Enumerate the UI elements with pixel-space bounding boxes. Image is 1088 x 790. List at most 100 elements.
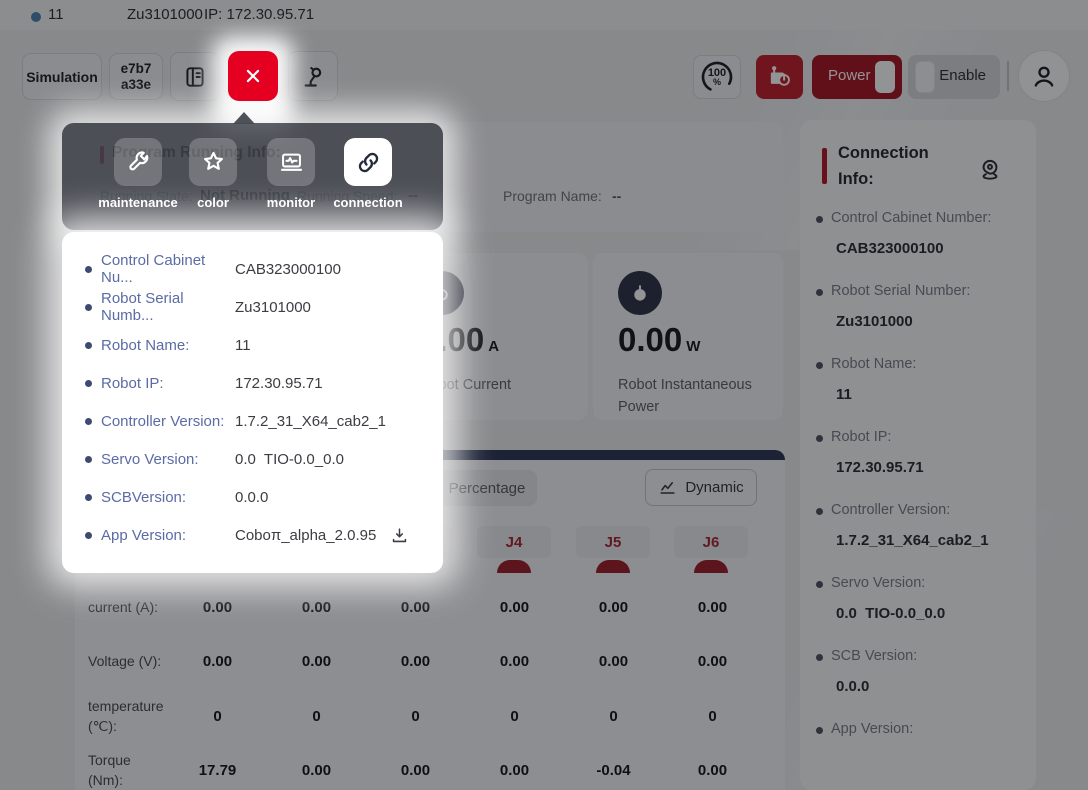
popup-row-servo: Servo Version: 0.0 TIO-0.0_0.0 (85, 440, 443, 478)
section-accent-bar (822, 148, 827, 184)
popup-scb-value: 0.0.0 (235, 488, 269, 506)
panel-name-value: 11 (836, 386, 852, 403)
cell-torque-j4: 0.00 (499, 761, 530, 779)
cell-temp-j4: 0 (510, 707, 519, 725)
list-item: Controller Version: 1.7.2_31_X64_cab2_1 (816, 502, 1028, 549)
row-label-current: current (A): (88, 598, 159, 615)
simulation-button[interactable]: Simulation (22, 53, 102, 100)
table-row-voltage: Voltage (V): 0.00 0.00 0.00 0.00 0.00 0.… (88, 644, 762, 678)
robot-power-button[interactable] (756, 55, 803, 99)
panel-ip-value: 172.30.95.71 (836, 459, 924, 476)
popup-row-serial: Robot Serial Numb... Zu3101000 (85, 288, 443, 326)
panel-name-label: Robot Name: (831, 356, 917, 372)
popup-servo-label: Servo Version: (101, 450, 199, 468)
robot-ip: IP: 172.30.95.71 (204, 6, 315, 23)
bullet-icon (816, 289, 823, 296)
cell-current-j5: 0.00 (598, 598, 629, 616)
download-app-button[interactable] (390, 526, 409, 545)
panel-scb-value: 0.0.0 (836, 678, 870, 695)
bullet-icon (85, 341, 92, 349)
robot-power-card: 0.00 W Robot Instantaneous Power (593, 253, 783, 420)
list-item: Robot Name: 11 (816, 356, 1028, 403)
joint-header-j5: J5 (576, 526, 650, 558)
popup-row-cabinet: Control Cabinet Nu... CAB323000100 (85, 250, 443, 288)
line-chart-icon (660, 481, 675, 494)
enable-toggle-label: Enable (939, 67, 986, 84)
cell-temp-j3: 0 (411, 707, 420, 725)
cell-temp-j1: 0 (213, 707, 222, 725)
power-toggle-knob[interactable] (875, 61, 895, 93)
bullet-icon (85, 265, 92, 273)
speed-gauge-button[interactable]: 100 % (693, 55, 741, 99)
bullet-icon (85, 303, 92, 311)
cell-temp-j2: 0 (312, 707, 321, 725)
panel-cabinet-value: CAB323000100 (836, 240, 944, 257)
cell-current-j1: 0.00 (202, 598, 233, 616)
panel-servo-label: Servo Version: (831, 575, 926, 591)
cell-voltage-j2: 0.00 (301, 652, 332, 670)
menu-label-color: color (197, 195, 229, 210)
session-id-line1: e7b7 (120, 60, 152, 76)
download-icon (392, 527, 407, 542)
enable-toggle[interactable]: Enable (908, 55, 1000, 99)
menu-item-maintenance[interactable]: maintenance (98, 138, 178, 210)
bullet-icon (816, 435, 823, 442)
list-item: Robot IP: 172.30.95.71 (816, 429, 1028, 476)
session-id-button[interactable]: e7b7 a33e (109, 53, 163, 100)
popup-serial-label: Robot Serial Numb... (101, 290, 184, 324)
popup-name-label: Robot Name: (101, 336, 190, 354)
popup-row-scb: SCBVersion: 0.0.0 (85, 478, 443, 516)
cell-voltage-j1: 0.00 (202, 652, 233, 670)
connection-panel-list: Control Cabinet Number: CAB323000100 Robo… (816, 210, 1028, 763)
link-icon (344, 138, 392, 186)
power-unit: W (686, 338, 701, 355)
bullet-icon (816, 216, 823, 223)
cell-voltage-j6: 0.00 (697, 652, 728, 670)
robot-power-icon (770, 66, 790, 86)
connection-info-popup: Control Cabinet Nu... CAB323000100 Robot … (62, 232, 443, 573)
table-row-torque: Torque (Nm): 17.79 0.00 0.00 0.00 -0.04 … (88, 744, 762, 790)
row-label-voltage: Voltage (V): (88, 652, 162, 669)
popup-ip-label: Robot IP: (101, 374, 164, 392)
cell-current-j3: 0.00 (400, 598, 431, 616)
robot-arm-button[interactable] (288, 51, 338, 101)
row-label-torque: Torque (Nm): (88, 751, 131, 788)
menu-item-monitor[interactable]: monitor (253, 138, 329, 210)
cell-torque-j6: 0.00 (697, 761, 728, 779)
dynamic-button[interactable]: Dynamic (645, 469, 757, 506)
menu-item-connection[interactable]: connection (330, 138, 406, 210)
cell-torque-j5: -0.04 (596, 761, 631, 779)
table-row-current: current (A): 0.00 0.00 0.00 0.00 0.00 0.… (88, 590, 762, 624)
popup-scb-label: SCBVersion: (101, 488, 187, 506)
program-list-button[interactable] (170, 52, 219, 101)
menu-label-maintenance: maintenance (98, 195, 178, 210)
list-item: Servo Version: 0.0 TIO-0.0_0.0 (816, 575, 1028, 622)
popup-name-value: 11 (235, 336, 251, 354)
bullet-icon (816, 654, 823, 661)
close-menu-button[interactable] (228, 51, 278, 101)
monitor-icon (267, 138, 315, 186)
power-toggle[interactable]: Power (812, 55, 902, 99)
robot-name: 11 (48, 6, 64, 23)
cell-voltage-j4: 0.00 (499, 652, 530, 670)
tab-percentage[interactable]: Percentage (437, 470, 537, 506)
enable-toggle-knob[interactable] (915, 61, 935, 93)
list-item: SCB Version: 0.0.0 (816, 648, 1028, 695)
popup-cabinet-value: CAB323000100 (235, 260, 341, 278)
program-name-label: Program Name: (503, 188, 602, 204)
menu-item-color[interactable]: color (175, 138, 251, 210)
popup-app-value: Coboπ_alpha_2.0.95 (235, 526, 377, 544)
robot-status-dot-icon (31, 12, 41, 22)
user-account-button[interactable] (1018, 50, 1070, 102)
cell-current-j6: 0.00 (697, 598, 728, 616)
bullet-icon (816, 362, 823, 369)
robot-arm-icon (304, 66, 321, 87)
robot-power-label: Robot Instantaneous Power (618, 377, 752, 415)
popup-row-controller: Controller Version: 1.7.2_31_X64_cab2_1 (85, 402, 443, 440)
cell-temp-j5: 0 (609, 707, 618, 725)
table-row-temperature: temperature (℃): 0 0 0 0 0 0 (88, 690, 762, 742)
popup-row-app: App Version: Coboπ_alpha_2.0.95 (85, 516, 443, 554)
joint-header-j4: J4 (477, 526, 551, 558)
robot-serial: Zu3101000 (127, 6, 203, 23)
panel-serial-value: Zu3101000 (836, 313, 913, 330)
